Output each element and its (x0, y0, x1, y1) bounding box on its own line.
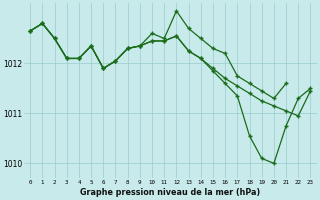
X-axis label: Graphe pression niveau de la mer (hPa): Graphe pression niveau de la mer (hPa) (80, 188, 260, 197)
